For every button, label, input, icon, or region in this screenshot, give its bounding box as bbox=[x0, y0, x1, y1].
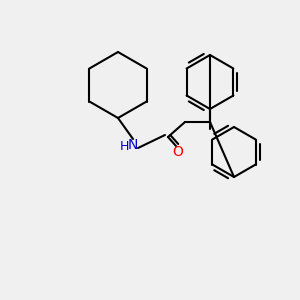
Text: H: H bbox=[119, 140, 129, 152]
Text: N: N bbox=[128, 138, 138, 152]
Text: O: O bbox=[172, 145, 183, 159]
